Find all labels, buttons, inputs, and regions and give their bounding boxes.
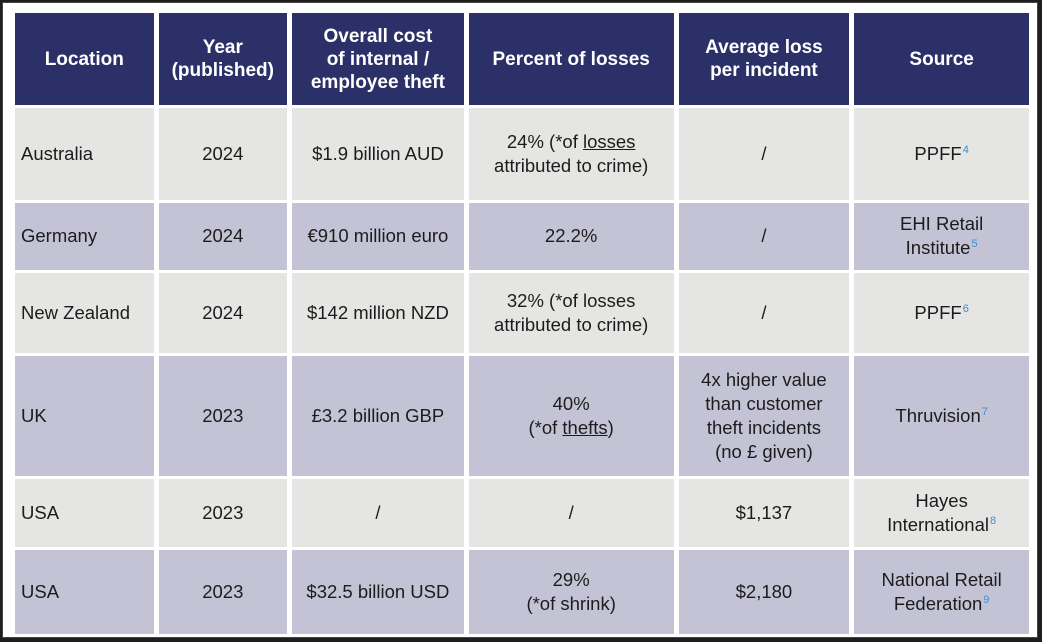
cell-year: 2024 (158, 108, 288, 200)
cell-year: 2023 (158, 550, 288, 634)
footnote-marker[interactable]: 5 (971, 238, 978, 251)
losses-link[interactable]: losses (582, 130, 636, 152)
cell-source: PPFF4 (854, 108, 1029, 200)
table-row: Australia 2024 $1.9 billion AUD 24% (*of… (15, 108, 1029, 200)
table-row: New Zealand 2024 $142 million NZD 32% (*… (15, 273, 1029, 353)
cell-location: Germany (15, 202, 154, 271)
table-row: USA 2023 $32.5 billion USD 29% (*of shri… (15, 550, 1029, 634)
header-overall-cost: Overall cost of internal / employee thef… (292, 13, 464, 105)
header-average-loss: Average loss per incident (678, 13, 850, 105)
cell-average-loss: / (678, 108, 850, 200)
footnote-marker[interactable]: 6 (962, 302, 969, 315)
cell-location: Australia (15, 108, 154, 200)
footnote-marker[interactable]: 4 (962, 143, 969, 156)
header-year: Year (published) (158, 13, 288, 105)
cell-location: UK (15, 355, 154, 476)
table-row: Germany 2024 €910 million euro 22.2% / E… (15, 202, 1029, 271)
footnote-marker[interactable]: 9 (983, 594, 990, 606)
cell-average-loss: 4x higher value than customer theft inci… (678, 355, 850, 476)
cell-average-loss: $1,137 (678, 478, 850, 548)
cell-location: USA (15, 550, 154, 634)
cell-source: PPFF6 (854, 273, 1029, 353)
cell-percent: 29% (*of shrink) (468, 550, 674, 634)
cell-percent: / (468, 478, 674, 548)
cell-percent: 40% (*of thefts) (468, 355, 674, 476)
employee-theft-table: Location Year (published) Overall cost o… (10, 10, 1034, 637)
cell-cost: $1.9 billion AUD (292, 108, 464, 200)
cell-source: Hayes International8 (854, 478, 1029, 548)
cell-year: 2023 (158, 355, 288, 476)
cell-year: 2023 (158, 478, 288, 548)
cell-percent: 24% (*of losses attributed to crime) (468, 108, 674, 200)
cell-source: National Retail Federation9 (854, 550, 1029, 634)
footnote-marker[interactable]: 8 (989, 514, 997, 527)
cell-year: 2024 (158, 202, 288, 271)
header-location: Location (15, 13, 154, 105)
cell-percent: 22.2% (468, 202, 674, 271)
table-row: USA 2023 / / $1,137 Hayes International8 (15, 478, 1029, 548)
cell-source: EHI Retail Institute5 (854, 202, 1029, 271)
cell-percent: 32% (*of losses attributed to crime) (468, 273, 674, 353)
cell-location: USA (15, 478, 154, 548)
cell-cost: £3.2 billion GBP (292, 355, 464, 476)
cell-cost: $142 million NZD (292, 273, 464, 353)
cell-average-loss: / (678, 273, 850, 353)
table-row: UK 2023 £3.2 billion GBP 40% (*of thefts… (15, 355, 1029, 476)
cell-location: New Zealand (15, 273, 154, 353)
cell-cost: €910 million euro (292, 202, 464, 271)
footnote-marker[interactable]: 7 (981, 405, 988, 418)
header-row: Location Year (published) Overall cost o… (15, 13, 1029, 105)
header-percent-of-losses: Percent of losses (468, 13, 674, 105)
cell-average-loss: / (678, 202, 850, 271)
cell-source: Thruvision7 (854, 355, 1029, 476)
cell-cost: / (292, 478, 464, 548)
cell-year: 2024 (158, 273, 288, 353)
cell-average-loss: $2,180 (678, 550, 850, 634)
cell-cost: $32.5 billion USD (292, 550, 464, 634)
thefts-link[interactable]: thefts (562, 416, 608, 438)
header-source: Source (854, 13, 1029, 105)
